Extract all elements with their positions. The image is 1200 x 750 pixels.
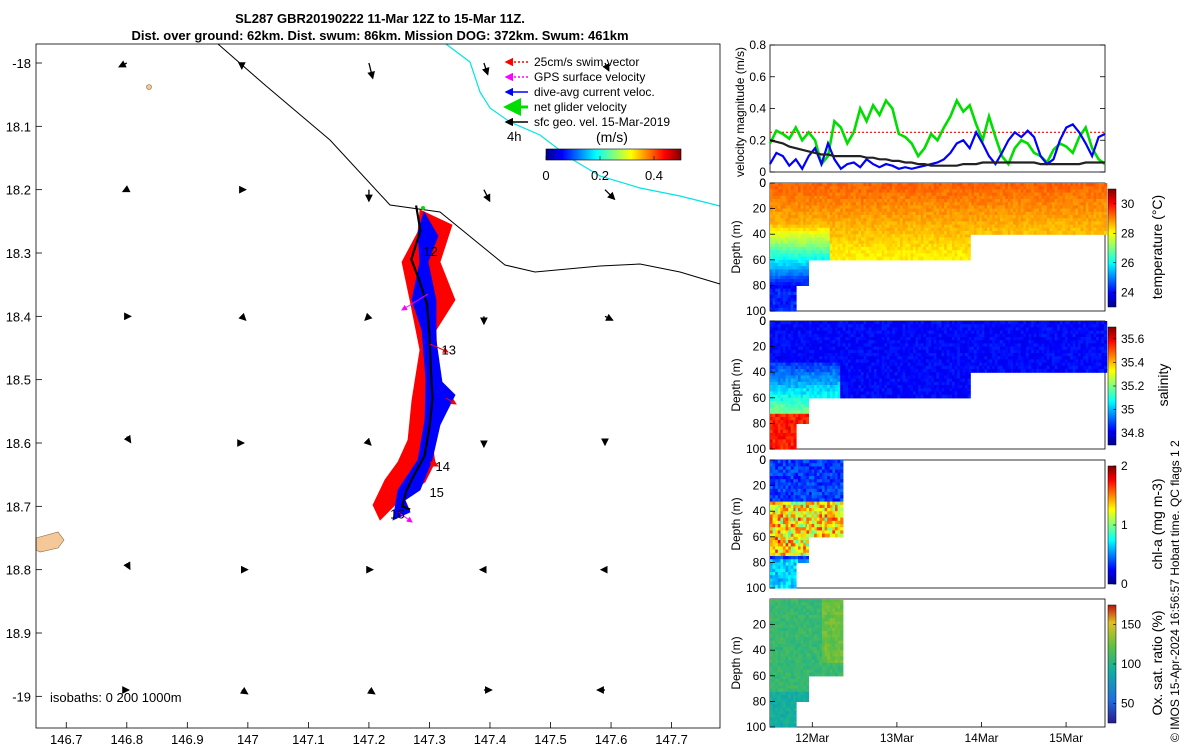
sfc-geo-vector bbox=[484, 190, 490, 201]
colorbar-tick-label: 0.4 bbox=[645, 168, 663, 183]
legend-label: sfc geo. vel. 15-Mar-2019 bbox=[534, 115, 670, 129]
x-tick-label: 147.1 bbox=[292, 732, 325, 747]
y-tick-label: 80 bbox=[753, 278, 767, 292]
x-tick-label: 146.8 bbox=[111, 732, 144, 747]
y-tick-label: 0.6 bbox=[749, 70, 766, 84]
track-start-marker bbox=[421, 206, 425, 210]
day-label: 14 bbox=[436, 459, 450, 474]
y-tick-label: 18.4 bbox=[6, 309, 31, 324]
sfc-geo-vector bbox=[242, 316, 246, 320]
colorbar-label: temperature (°C) bbox=[1149, 195, 1165, 299]
section-cell bbox=[793, 446, 796, 450]
map-frame bbox=[36, 44, 720, 728]
section-cell bbox=[806, 420, 809, 424]
sfc-geo-vector bbox=[123, 190, 127, 192]
land-patch bbox=[36, 85, 152, 553]
x-tick-label: 146.9 bbox=[171, 732, 204, 747]
x-tick-label: 147.4 bbox=[474, 732, 507, 747]
colorbar-unit-label: (m/s) bbox=[596, 129, 628, 145]
y-tick-label: 20 bbox=[753, 202, 767, 216]
colorbar-tick-label: 0 bbox=[542, 168, 549, 183]
map-legend: 25cm/s swim vectorGPS surface velocitydi… bbox=[506, 55, 670, 129]
x-tick-label: 147.5 bbox=[534, 732, 567, 747]
x-tick-label: 146.7 bbox=[50, 732, 83, 747]
colorbar-tick-label: 24 bbox=[1121, 285, 1135, 299]
section-ylabel: Depth (m) bbox=[729, 220, 743, 273]
sfc-geo-vector bbox=[127, 437, 131, 443]
y-tick-label: 60 bbox=[753, 253, 767, 267]
y-tick-label: 18.5 bbox=[6, 373, 31, 388]
isobaths-label: isobaths: 0 200 1000m bbox=[50, 690, 182, 705]
sfc-geo-vector bbox=[369, 443, 371, 445]
sfc-geo-vector bbox=[127, 563, 130, 569]
section-colorbar bbox=[1108, 189, 1116, 307]
y-tick-label: 18.2 bbox=[6, 183, 31, 198]
sfc-geo-vector bbox=[369, 63, 373, 78]
y-tick-label: 0 bbox=[759, 176, 766, 190]
speed-colorbar bbox=[546, 149, 681, 160]
y-tick-label: -19 bbox=[12, 689, 31, 704]
velocity-ylabel: velocity magnitude (m/s) bbox=[733, 47, 747, 177]
section-panel: 0204060801000Depth (m)24262830 temperatur… bbox=[729, 176, 1165, 318]
y-tick-label: 40 bbox=[753, 227, 767, 241]
sfc-geo-vector bbox=[484, 63, 488, 74]
sfc-geo-vector bbox=[242, 690, 248, 694]
figure-canvas: 1213141516 146.7 146.8 146.9 147 147.1 147.2 1… bbox=[0, 0, 1200, 750]
x-tick-label: 147.7 bbox=[655, 732, 688, 747]
sfc-geo-vector bbox=[119, 63, 127, 67]
y-tick-label: 0.4 bbox=[749, 102, 766, 116]
legend-label: net glider velocity bbox=[534, 100, 627, 114]
sfc-geo-vector bbox=[605, 190, 615, 200]
colorbar-tick-label: 0.2 bbox=[591, 168, 609, 183]
section-cell bbox=[1104, 231, 1107, 235]
surface-geostrophic-vectors bbox=[119, 63, 614, 694]
colorbar-tick-label: 26 bbox=[1121, 256, 1135, 270]
x-tick-label: 147.3 bbox=[413, 732, 446, 747]
day-label: 15 bbox=[429, 485, 443, 500]
y-tick-label: 18.7 bbox=[6, 499, 31, 514]
latitude-ticks: -18 18.1 18.2 18.3 18.4 18.5 18.6 18.7 18.8 18.9 -… bbox=[6, 56, 42, 704]
y-tick-label: 0.8 bbox=[749, 38, 766, 52]
y-tick-label: 18.1 bbox=[6, 119, 31, 134]
section-cell bbox=[968, 257, 971, 261]
sfc-geo-vector bbox=[605, 316, 613, 320]
sfc-geo-vector bbox=[369, 690, 375, 694]
y-tick-label: 18.8 bbox=[6, 563, 31, 578]
section-cell bbox=[793, 308, 796, 312]
velocity-panel: 00.20.40.60.8 velocity magnitude (m/s) bbox=[733, 38, 1105, 179]
legend-label: dive-avg current veloc. bbox=[534, 85, 655, 99]
y-tick-label: 18.6 bbox=[6, 436, 31, 451]
y-tick-label: 0.2 bbox=[749, 133, 766, 147]
section-cell bbox=[806, 282, 809, 286]
legend-label: GPS surface velocity bbox=[534, 70, 645, 84]
x-tick-label: 147.6 bbox=[595, 732, 628, 747]
day-label: 16 bbox=[390, 506, 404, 521]
y-tick-label: -18 bbox=[12, 56, 31, 71]
day-label: 13 bbox=[442, 342, 456, 357]
section-panel: 0204060801000Depth (m)34.83535.235.435.6… bbox=[729, 314, 1171, 456]
y-tick-label: 18.3 bbox=[6, 246, 31, 261]
depth-section-panels: 0204060801000Depth (m)24262830 temperatur… bbox=[729, 176, 1171, 745]
y-tick-label: 18.9 bbox=[6, 626, 31, 641]
duration-label: 4h bbox=[507, 129, 521, 144]
x-tick-label: 147.2 bbox=[353, 732, 386, 747]
legend-label: 25cm/s swim vector bbox=[534, 55, 639, 69]
x-tick-label: 147 bbox=[237, 732, 259, 747]
day-label: 12 bbox=[423, 244, 437, 259]
colorbar-tick-label: 28 bbox=[1121, 226, 1135, 240]
sfc-geo-vector bbox=[365, 316, 369, 320]
colorbar-tick-label: 30 bbox=[1121, 197, 1135, 211]
longitude-ticks: 146.7 146.8 146.9 147 147.1 147.2 147.3 147.4 14… bbox=[50, 722, 688, 747]
map-panel: 1213141516 146.7 146.8 146.9 147 147.1 147.2 1… bbox=[6, 44, 720, 747]
